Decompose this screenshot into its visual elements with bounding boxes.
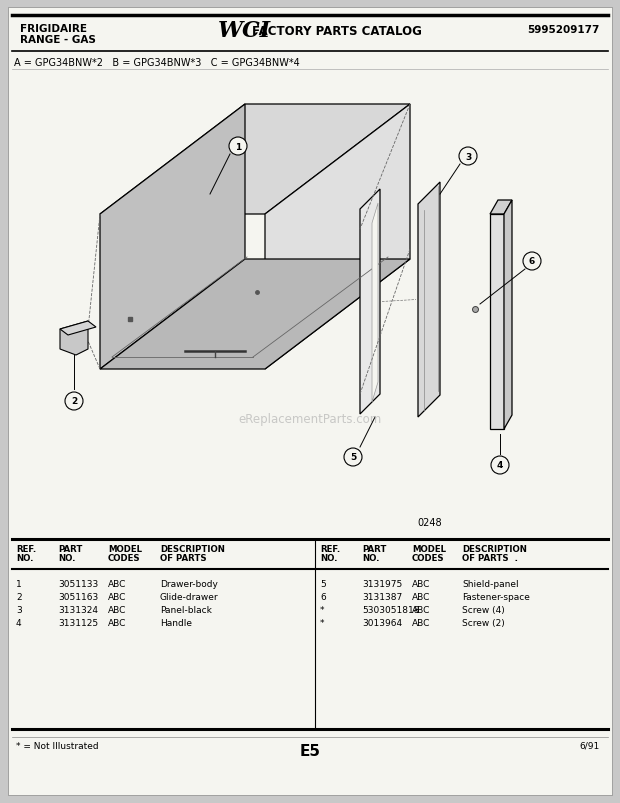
Polygon shape — [504, 201, 512, 430]
Text: Fastener-space: Fastener-space — [462, 593, 530, 601]
Text: DESCRIPTION: DESCRIPTION — [462, 544, 527, 553]
Text: *: * — [320, 618, 324, 627]
Text: 5: 5 — [320, 579, 326, 589]
Circle shape — [459, 148, 477, 165]
Text: eReplacementParts.com: eReplacementParts.com — [238, 413, 382, 426]
Circle shape — [65, 393, 83, 410]
Polygon shape — [60, 321, 96, 336]
Text: A = GPG34BNW*2   B = GPG34BNW*3   C = GPG34BNW*4: A = GPG34BNW*2 B = GPG34BNW*3 C = GPG34B… — [14, 58, 299, 68]
Text: 4: 4 — [16, 618, 22, 627]
Text: Panel-black: Panel-black — [160, 605, 212, 614]
Text: Glide-drawer: Glide-drawer — [160, 593, 219, 601]
Text: 2: 2 — [71, 397, 77, 406]
Text: 5995209177: 5995209177 — [528, 25, 600, 35]
Text: 3051163: 3051163 — [58, 593, 98, 601]
Text: RANGE - GAS: RANGE - GAS — [20, 35, 96, 45]
Text: 5303051818: 5303051818 — [362, 605, 420, 614]
Text: MODEL: MODEL — [412, 544, 446, 553]
Text: WCI: WCI — [218, 20, 271, 42]
Circle shape — [229, 138, 247, 156]
Text: Shield-panel: Shield-panel — [462, 579, 518, 589]
Text: ABC: ABC — [412, 593, 430, 601]
Text: PART: PART — [362, 544, 386, 553]
Text: 3131125: 3131125 — [58, 618, 98, 627]
Text: Drawer-body: Drawer-body — [160, 579, 218, 589]
Text: 3131324: 3131324 — [58, 605, 98, 614]
Text: FRIGIDAIRE: FRIGIDAIRE — [20, 24, 87, 34]
Polygon shape — [490, 201, 512, 214]
Text: 4: 4 — [497, 461, 503, 470]
Text: CODES: CODES — [412, 553, 445, 562]
Text: NO.: NO. — [58, 553, 76, 562]
Polygon shape — [100, 105, 245, 369]
Text: MODEL: MODEL — [108, 544, 142, 553]
Text: 6: 6 — [320, 593, 326, 601]
Text: NO.: NO. — [320, 553, 337, 562]
Polygon shape — [265, 105, 410, 369]
Text: ABC: ABC — [412, 605, 430, 614]
Polygon shape — [100, 259, 410, 369]
Text: 3131975: 3131975 — [362, 579, 402, 589]
Text: CODES: CODES — [108, 553, 141, 562]
Text: OF PARTS  .: OF PARTS . — [462, 553, 518, 562]
Polygon shape — [490, 214, 504, 430]
Text: NO.: NO. — [362, 553, 379, 562]
Text: 3131387: 3131387 — [362, 593, 402, 601]
Text: ABC: ABC — [108, 593, 126, 601]
Text: ABC: ABC — [108, 579, 126, 589]
Text: ABC: ABC — [108, 618, 126, 627]
Text: 6: 6 — [529, 257, 535, 266]
Polygon shape — [360, 190, 380, 414]
Text: 6/91: 6/91 — [580, 741, 600, 750]
Text: *: * — [320, 605, 324, 614]
Text: REF.: REF. — [320, 544, 340, 553]
Text: PART: PART — [58, 544, 82, 553]
Text: 1: 1 — [16, 579, 22, 589]
Polygon shape — [418, 183, 440, 418]
Polygon shape — [372, 204, 378, 402]
Text: 3: 3 — [465, 153, 471, 161]
Text: NO.: NO. — [16, 553, 33, 562]
Text: FACTORY PARTS CATALOG: FACTORY PARTS CATALOG — [252, 25, 422, 38]
Text: ABC: ABC — [108, 605, 126, 614]
Text: REF.: REF. — [16, 544, 36, 553]
Circle shape — [491, 456, 509, 475]
Text: E5: E5 — [299, 743, 321, 758]
Text: Handle: Handle — [160, 618, 192, 627]
Text: ABC: ABC — [412, 618, 430, 627]
Text: 2: 2 — [16, 593, 22, 601]
Text: Screw (4): Screw (4) — [462, 605, 505, 614]
Text: 3013964: 3013964 — [362, 618, 402, 627]
Text: OF PARTS: OF PARTS — [160, 553, 206, 562]
Polygon shape — [100, 105, 410, 214]
Text: 3051133: 3051133 — [58, 579, 98, 589]
Circle shape — [523, 253, 541, 271]
Text: 3: 3 — [16, 605, 22, 614]
Text: * = Not Illustrated: * = Not Illustrated — [16, 741, 99, 750]
Text: DESCRIPTION: DESCRIPTION — [160, 544, 225, 553]
Text: 0248: 0248 — [418, 517, 442, 528]
Circle shape — [344, 448, 362, 467]
Text: 5: 5 — [350, 453, 356, 462]
Text: Screw (2): Screw (2) — [462, 618, 505, 627]
Text: 1: 1 — [235, 142, 241, 151]
Text: ABC: ABC — [412, 579, 430, 589]
Polygon shape — [60, 321, 88, 356]
